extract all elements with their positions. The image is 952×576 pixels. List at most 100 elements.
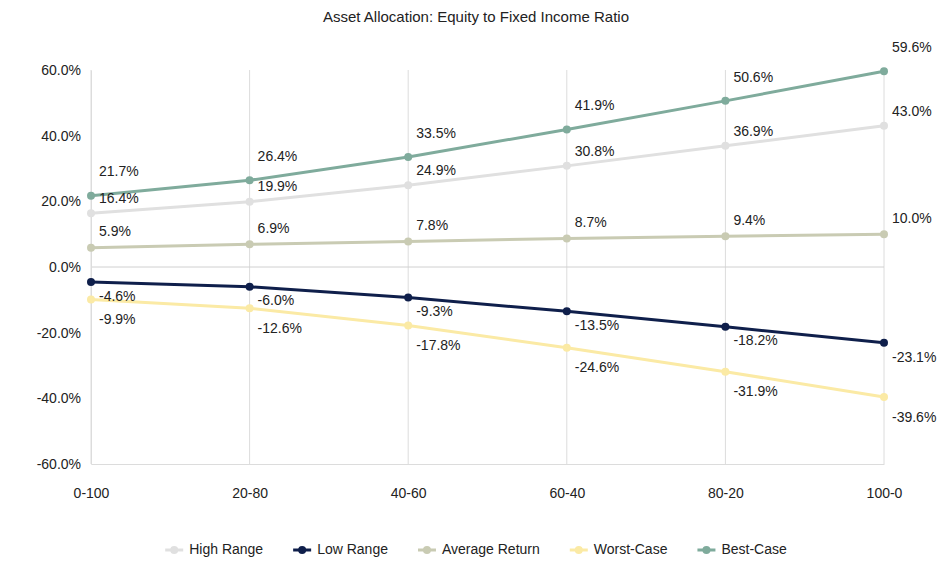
data-label: -9.3% xyxy=(416,303,453,319)
x-tick: 80-20 xyxy=(708,464,744,501)
y-tick: -40.0% xyxy=(37,390,91,406)
data-label: -39.6% xyxy=(892,409,936,425)
data-label: -31.9% xyxy=(733,383,777,399)
y-tick-label: 40.0% xyxy=(41,128,81,144)
series-line xyxy=(91,234,884,247)
data-label: 8.7% xyxy=(575,214,607,230)
data-label: 16.4% xyxy=(99,190,139,206)
point xyxy=(246,240,254,248)
legend-label: Low Range xyxy=(317,541,388,557)
data-label: -9.9% xyxy=(99,311,136,327)
chart-title: Asset Allocation: Equity to Fixed Income… xyxy=(323,8,629,25)
x-tick-label: 20-80 xyxy=(232,485,268,501)
x-tick-label: 80-20 xyxy=(708,485,744,501)
point xyxy=(563,307,571,315)
legend-item: Average Return xyxy=(418,541,540,557)
data-label: 50.6% xyxy=(733,69,773,85)
data-label: 19.9% xyxy=(258,178,298,194)
data-label: 24.9% xyxy=(416,162,456,178)
point xyxy=(721,232,729,240)
y-axis: -60.0%-40.0%-20.0%0.0%20.0%40.0%60.0% xyxy=(37,62,92,472)
point xyxy=(87,296,95,304)
data-label: -12.6% xyxy=(258,320,302,336)
point xyxy=(563,125,571,133)
data-label: 5.9% xyxy=(99,223,131,239)
x-tick: 20-80 xyxy=(232,464,268,501)
point xyxy=(404,153,412,161)
point xyxy=(563,234,571,242)
plot-area xyxy=(87,67,888,401)
legend-item: High Range xyxy=(165,541,263,557)
point xyxy=(87,278,95,286)
point xyxy=(880,67,888,75)
point xyxy=(880,230,888,238)
data-label: 6.9% xyxy=(258,220,290,236)
legend-item: Best-Case xyxy=(697,541,787,557)
data-label: -4.6% xyxy=(99,288,136,304)
y-tick: -60.0% xyxy=(37,456,91,472)
data-label: 30.8% xyxy=(575,143,615,159)
x-axis: 0-10020-8040-6060-4080-20100-0 xyxy=(74,464,903,501)
data-label: 36.9% xyxy=(733,123,773,139)
x-tick-label: 0-100 xyxy=(74,485,110,501)
chart: Asset Allocation: Equity to Fixed Income… xyxy=(0,0,952,576)
data-label: 21.7% xyxy=(99,163,139,179)
point xyxy=(880,339,888,347)
x-tick-label: 100-0 xyxy=(867,485,903,501)
y-tick: 40.0% xyxy=(41,128,91,144)
point xyxy=(721,142,729,150)
point xyxy=(246,198,254,206)
legend-label: Average Return xyxy=(442,541,540,557)
series xyxy=(87,122,888,217)
data-label: -6.0% xyxy=(258,292,295,308)
legend-label: High Range xyxy=(189,541,263,557)
data-label: 59.6% xyxy=(892,39,932,55)
point xyxy=(246,176,254,184)
point xyxy=(721,368,729,376)
data-label: -17.8% xyxy=(416,337,460,353)
legend-marker xyxy=(298,546,306,554)
series xyxy=(87,230,888,251)
y-tick-label: -60.0% xyxy=(37,456,81,472)
x-tick-label: 60-40 xyxy=(549,485,585,501)
y-tick: -20.0% xyxy=(37,325,91,341)
data-label: -23.1% xyxy=(892,349,936,365)
data-label: 33.5% xyxy=(416,125,456,141)
y-tick-label: -40.0% xyxy=(37,390,81,406)
data-label: 10.0% xyxy=(892,210,932,226)
x-tick: 60-40 xyxy=(549,464,585,501)
legend-marker xyxy=(423,546,431,554)
legend-item: Worst-Case xyxy=(570,541,668,557)
zero-line xyxy=(91,267,884,268)
legend-label: Worst-Case xyxy=(594,541,668,557)
legend-marker xyxy=(702,546,710,554)
data-label: -13.5% xyxy=(575,317,619,333)
series xyxy=(87,296,888,402)
series-line xyxy=(91,300,884,398)
point xyxy=(880,122,888,130)
x-tick: 0-100 xyxy=(74,464,110,501)
series-line xyxy=(91,126,884,213)
data-label: 9.4% xyxy=(733,212,765,228)
data-label: 26.4% xyxy=(258,148,298,164)
x-tick: 100-0 xyxy=(867,464,903,501)
grid xyxy=(91,70,884,464)
data-label: 41.9% xyxy=(575,97,615,113)
y-tick: 0.0% xyxy=(49,259,91,275)
legend: High Range Low Range Average Return Worst-C… xyxy=(165,541,787,557)
point xyxy=(563,344,571,352)
point xyxy=(721,323,729,331)
point xyxy=(563,162,571,170)
point xyxy=(404,294,412,302)
series xyxy=(87,67,888,199)
legend-label: Best-Case xyxy=(721,541,787,557)
data-label: 43.0% xyxy=(892,103,932,119)
data-labels: 16.4% 19.9% 24.9% 30.8% 36.9% 43.0% -4.6% -6.0%… xyxy=(99,39,936,425)
grid-line xyxy=(91,70,92,464)
point xyxy=(87,192,95,200)
legend-item: Low Range xyxy=(293,541,388,557)
legend-marker xyxy=(575,546,583,554)
y-tick-label: 20.0% xyxy=(41,193,81,209)
point xyxy=(87,244,95,252)
point xyxy=(87,209,95,217)
